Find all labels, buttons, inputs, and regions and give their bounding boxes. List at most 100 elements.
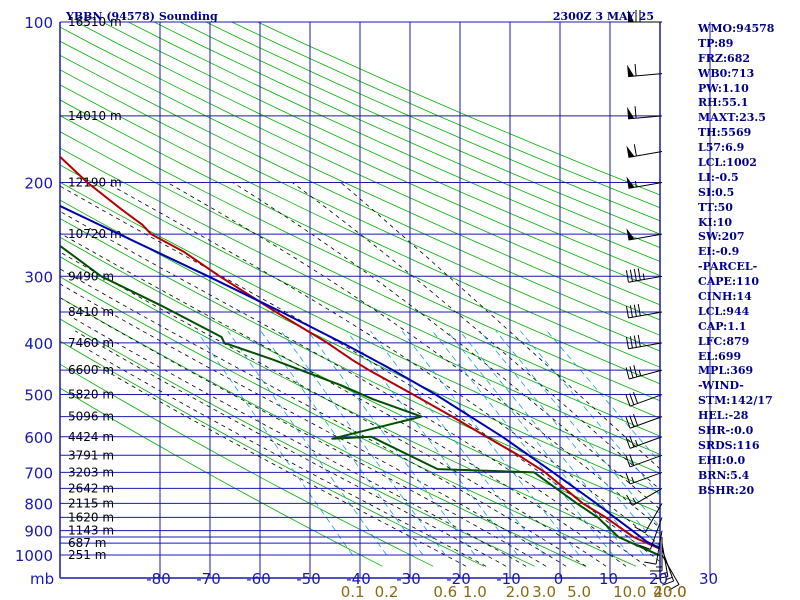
- height-label: 1143 m: [68, 524, 114, 538]
- mixing-ratio-line: [479, 330, 660, 549]
- index-item: EL:699: [698, 349, 742, 363]
- index-item: HEL:-28: [698, 409, 749, 423]
- wind-barb: [625, 365, 663, 380]
- temperature-tick-label: -50: [296, 570, 321, 588]
- height-label: 5820 m: [68, 388, 114, 402]
- temperature-tick-label: -40: [346, 570, 371, 588]
- mixing-ratio-label: 2.0: [506, 583, 530, 600]
- height-label: 251 m: [68, 548, 106, 562]
- indices-sidebar: WMO:94578 TP:89 FRZ:682 WB0:713 PW:1.10 RH:55…: [698, 22, 774, 499]
- index-item: SHR-:0.0: [698, 424, 754, 438]
- index-item: STM:142/17: [698, 394, 773, 408]
- wind-barb: [625, 268, 663, 283]
- wind-barb: [628, 10, 662, 23]
- index-item: L57:6.9: [698, 141, 745, 155]
- mixing-ratio-line: [346, 330, 518, 556]
- temperature-trace: [60, 155, 660, 551]
- temperature-tick-label: -10: [496, 570, 521, 588]
- index-item: FRZ:682: [698, 51, 751, 65]
- index-item: LI:-0.5: [698, 170, 739, 184]
- axis-grid: [59, 21, 711, 579]
- height-label: 7460 m: [68, 336, 114, 350]
- moist-adiabat-line: [60, 210, 647, 567]
- mixing-ratio-label: 0.6: [433, 583, 457, 600]
- index-item: TP:89: [698, 36, 734, 50]
- dry-adiabat-line: [60, 387, 383, 567]
- wind-barb: [627, 63, 663, 78]
- wind-barb: [626, 228, 663, 241]
- mixing-ratio-line: [307, 330, 476, 556]
- sounding-traces: [60, 155, 660, 557]
- pressure-tick-label: 100: [24, 14, 53, 32]
- wind-barb: [627, 106, 663, 120]
- pressure-tick-label: 400: [24, 335, 53, 353]
- height-label: 5096 m: [68, 410, 114, 424]
- station-title: YBBN (94578) Sounding: [65, 10, 218, 23]
- wind-barb: [625, 435, 663, 449]
- index-item: -PARCEL-: [698, 260, 758, 274]
- index-item: PW:1.10: [698, 81, 749, 95]
- temperature-tick-label: -70: [196, 570, 221, 588]
- index-item: WMO:94578: [698, 22, 775, 35]
- temperature-tick-label: -80: [146, 570, 171, 588]
- index-item: MAXT:23.5: [698, 111, 766, 125]
- temperature-tick-label: -20: [446, 570, 471, 588]
- height-label: 3203 m: [68, 465, 114, 479]
- valid-time: 2300Z 3 MAY 25: [553, 10, 654, 23]
- wind-barb: [638, 517, 663, 550]
- height-label: 4424 m: [68, 430, 114, 444]
- mixing-ratio-label: 0.1: [341, 583, 365, 600]
- temperature-tick-label: 30: [699, 570, 718, 588]
- height-label: 687 m: [68, 536, 106, 550]
- index-item: WB0:713: [698, 66, 755, 80]
- wind-barb: [626, 487, 663, 506]
- wind-barb: [625, 391, 663, 407]
- mixing-ratio-line: [260, 330, 424, 556]
- moist-adiabat-line: [75, 330, 507, 567]
- dry-adiabat-line: [60, 318, 535, 567]
- index-item: EHI:0.0: [698, 453, 746, 467]
- pressure-unit-label: mb: [30, 570, 54, 588]
- mixing-ratio-label: 40.0: [653, 583, 686, 600]
- height-label: 3791 m: [68, 448, 114, 462]
- temperature-tick-label: 10: [599, 570, 618, 588]
- moist-adiabat-line: [167, 182, 660, 529]
- height-label: 1620 m: [68, 510, 114, 524]
- mixing-ratio-line: [447, 330, 631, 556]
- mixing-ratio-line: [495, 330, 660, 528]
- wind-barb: [644, 530, 663, 565]
- mixing-ratio-label: 5.0: [567, 583, 591, 600]
- index-item: KI:10: [698, 215, 733, 229]
- height-label: 10720 m: [68, 227, 122, 241]
- wind-barb: [634, 503, 663, 534]
- temperature-tick-label: 0: [554, 570, 564, 588]
- height-label: 8410 m: [68, 305, 114, 319]
- index-item: TH:5569: [698, 126, 752, 140]
- index-item: SRDS:116: [698, 438, 760, 452]
- index-item: BSHR:20: [698, 483, 755, 497]
- mixing-ratio-label: 0.2: [375, 583, 399, 600]
- wind-barb: [655, 543, 669, 580]
- pressure-tick-label: 800: [24, 495, 53, 513]
- height-label: 12190 m: [68, 175, 122, 189]
- height-label: 16510 m: [68, 15, 122, 29]
- moist-adiabat-line: [73, 318, 527, 567]
- index-item: MPL:369: [698, 364, 754, 378]
- dry-adiabat-line: [60, 363, 434, 567]
- height-labels: 16510 m 14010 m 12190 m 10720 m 9490 m 8410 m…: [68, 15, 122, 562]
- mixing-ratio-line: [227, 330, 387, 556]
- temperature-tick-label: -60: [246, 570, 271, 588]
- pressure-tick-label: 700: [24, 464, 53, 482]
- temperature-tick-label: 20: [649, 570, 668, 588]
- moist-adiabat-line: [232, 182, 660, 510]
- height-label: 2115 m: [68, 496, 114, 510]
- pressure-tick-label: 200: [24, 174, 53, 192]
- index-item: BRN:5.4: [698, 468, 750, 482]
- dry-adiabat-line: [60, 340, 485, 567]
- wind-barb: [625, 414, 663, 429]
- wind-barb: [625, 303, 663, 319]
- pressure-tick-label: 600: [24, 429, 53, 447]
